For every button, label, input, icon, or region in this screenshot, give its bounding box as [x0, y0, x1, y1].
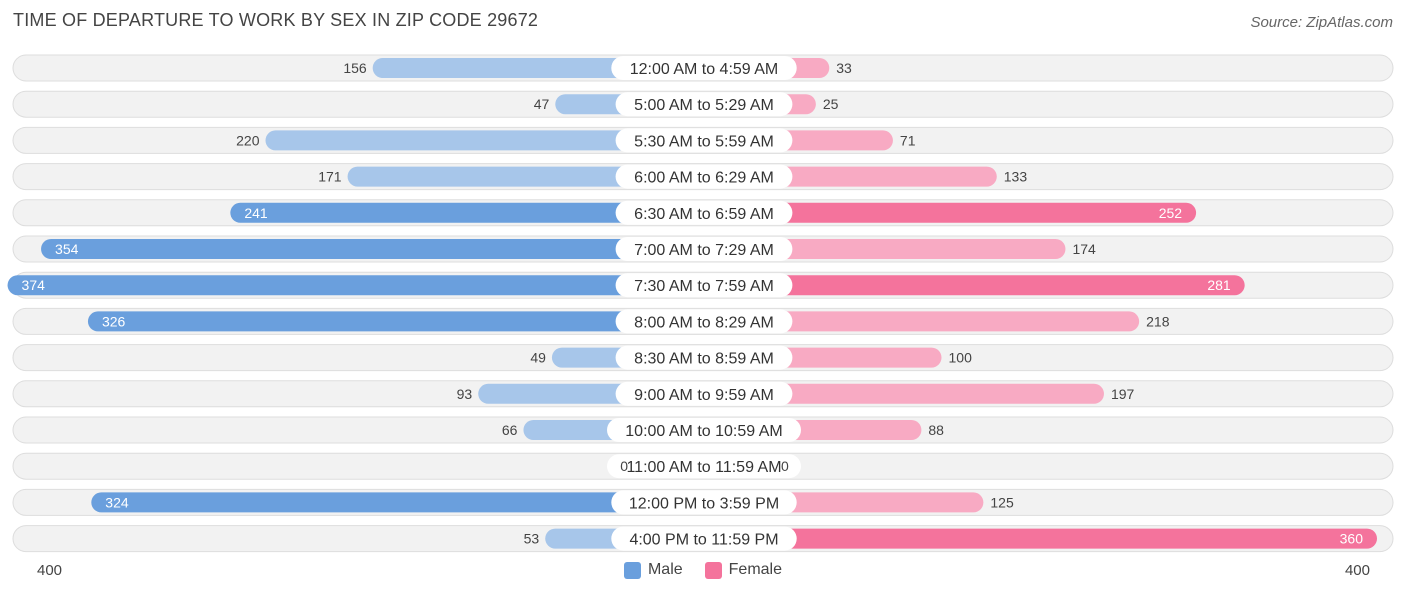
value-label-male: 241 [244, 205, 268, 221]
value-label-female: 71 [900, 132, 916, 148]
bar-female [704, 383, 1104, 404]
category-label-bg [611, 56, 797, 80]
category-label: 5:30 AM to 5:59 AM [634, 133, 774, 150]
value-label-male: 49 [530, 350, 546, 366]
axis-label-left: 400 [37, 562, 63, 579]
category-label-bg [615, 381, 793, 406]
bar-male [347, 166, 704, 187]
legend-swatch-male [623, 561, 641, 579]
category-label-bg [611, 490, 797, 515]
bar-male [230, 202, 704, 223]
value-label-male: 326 [102, 313, 126, 329]
axis-label-right: 400 [1344, 562, 1370, 579]
value-label-male: 53 [524, 531, 540, 547]
value-label-male: 171 [318, 169, 342, 185]
bar-female [704, 202, 1197, 223]
bar-male [265, 130, 704, 151]
legend-item-male: Male [623, 561, 683, 579]
category-label-bg [615, 237, 793, 261]
legend-swatch-female [704, 561, 722, 579]
legend-item-female: Female [704, 561, 783, 579]
value-label-male: 220 [236, 132, 260, 148]
category-label: 6:00 AM to 6:29 AM [634, 170, 774, 187]
category-label-bg [611, 526, 797, 551]
category-label: 8:00 AM to 8:29 AM [634, 314, 774, 331]
value-label-female: 0 [781, 458, 789, 474]
legend-label-male: Male [647, 561, 683, 578]
source-label: Source: ZipAtlas.com [1250, 14, 1393, 31]
category-label: 10:00 AM to 10:59 AM [625, 423, 782, 440]
value-label-female: 281 [1207, 277, 1231, 293]
category-label: 12:00 PM to 3:59 PM [629, 495, 779, 512]
category-label-bg [615, 128, 793, 153]
value-label-male: 93 [457, 386, 473, 402]
bar-female [704, 275, 1245, 296]
value-label-female: 88 [928, 422, 944, 438]
category-label-bg [615, 92, 793, 117]
category-label: 11:00 AM to 11:59 AM [626, 459, 781, 476]
category-label-bg [615, 309, 793, 334]
value-label-female: 252 [1159, 205, 1183, 221]
category-label-bg [615, 200, 793, 225]
category-label-bg [615, 164, 793, 189]
value-label-female: 125 [990, 494, 1014, 510]
category-label: 9:00 AM to 9:59 AM [634, 387, 774, 404]
value-label-female: 133 [1004, 169, 1028, 185]
category-label-bg [607, 454, 801, 479]
bar-female [704, 311, 1140, 332]
bar-male [41, 239, 705, 259]
category-label: 6:30 AM to 6:59 AM [634, 206, 774, 223]
legend: Male Female [0, 561, 1406, 579]
category-label: 8:30 AM to 8:59 AM [634, 351, 774, 368]
value-label-female: 33 [836, 60, 852, 76]
category-label: 12:00 AM to 4:59 AM [630, 61, 779, 78]
value-label-male: 354 [55, 241, 79, 257]
bar-male [7, 275, 705, 296]
value-label-female: 25 [823, 96, 839, 112]
value-label-male: 0 [620, 458, 628, 474]
category-label-bg [607, 418, 801, 442]
category-label: 5:00 AM to 5:29 AM [634, 97, 774, 114]
category-label: 4:00 PM to 11:59 PM [629, 532, 778, 549]
value-label-female: 100 [949, 350, 973, 366]
category-label: 7:30 AM to 7:59 AM [634, 278, 774, 295]
bar-female [704, 528, 1377, 549]
value-label-male: 156 [343, 60, 367, 76]
category-label-bg [615, 273, 793, 298]
value-label-male: 374 [22, 277, 46, 293]
value-label-female: 218 [1146, 313, 1170, 329]
category-label-bg [615, 345, 793, 370]
value-label-female: 360 [1340, 531, 1364, 547]
diverging-bar-chart: 12:00 AM to 4:59 AM 156 33 5:00 AM to 5:29 … [7, 54, 1394, 553]
chart-title: TIME OF DEPARTURE TO WORK BY SEX IN ZIP … [13, 10, 539, 30]
bar-male [91, 492, 705, 513]
value-label-male: 324 [105, 494, 129, 510]
value-label-female: 197 [1111, 386, 1135, 402]
bar-female [704, 239, 1066, 259]
value-label-female: 174 [1072, 241, 1096, 257]
value-label-male: 66 [502, 422, 518, 438]
legend-label-female: Female [728, 561, 783, 578]
category-label: 7:00 AM to 7:29 AM [634, 242, 774, 259]
value-label-male: 47 [534, 96, 550, 112]
bar-male [87, 311, 704, 332]
